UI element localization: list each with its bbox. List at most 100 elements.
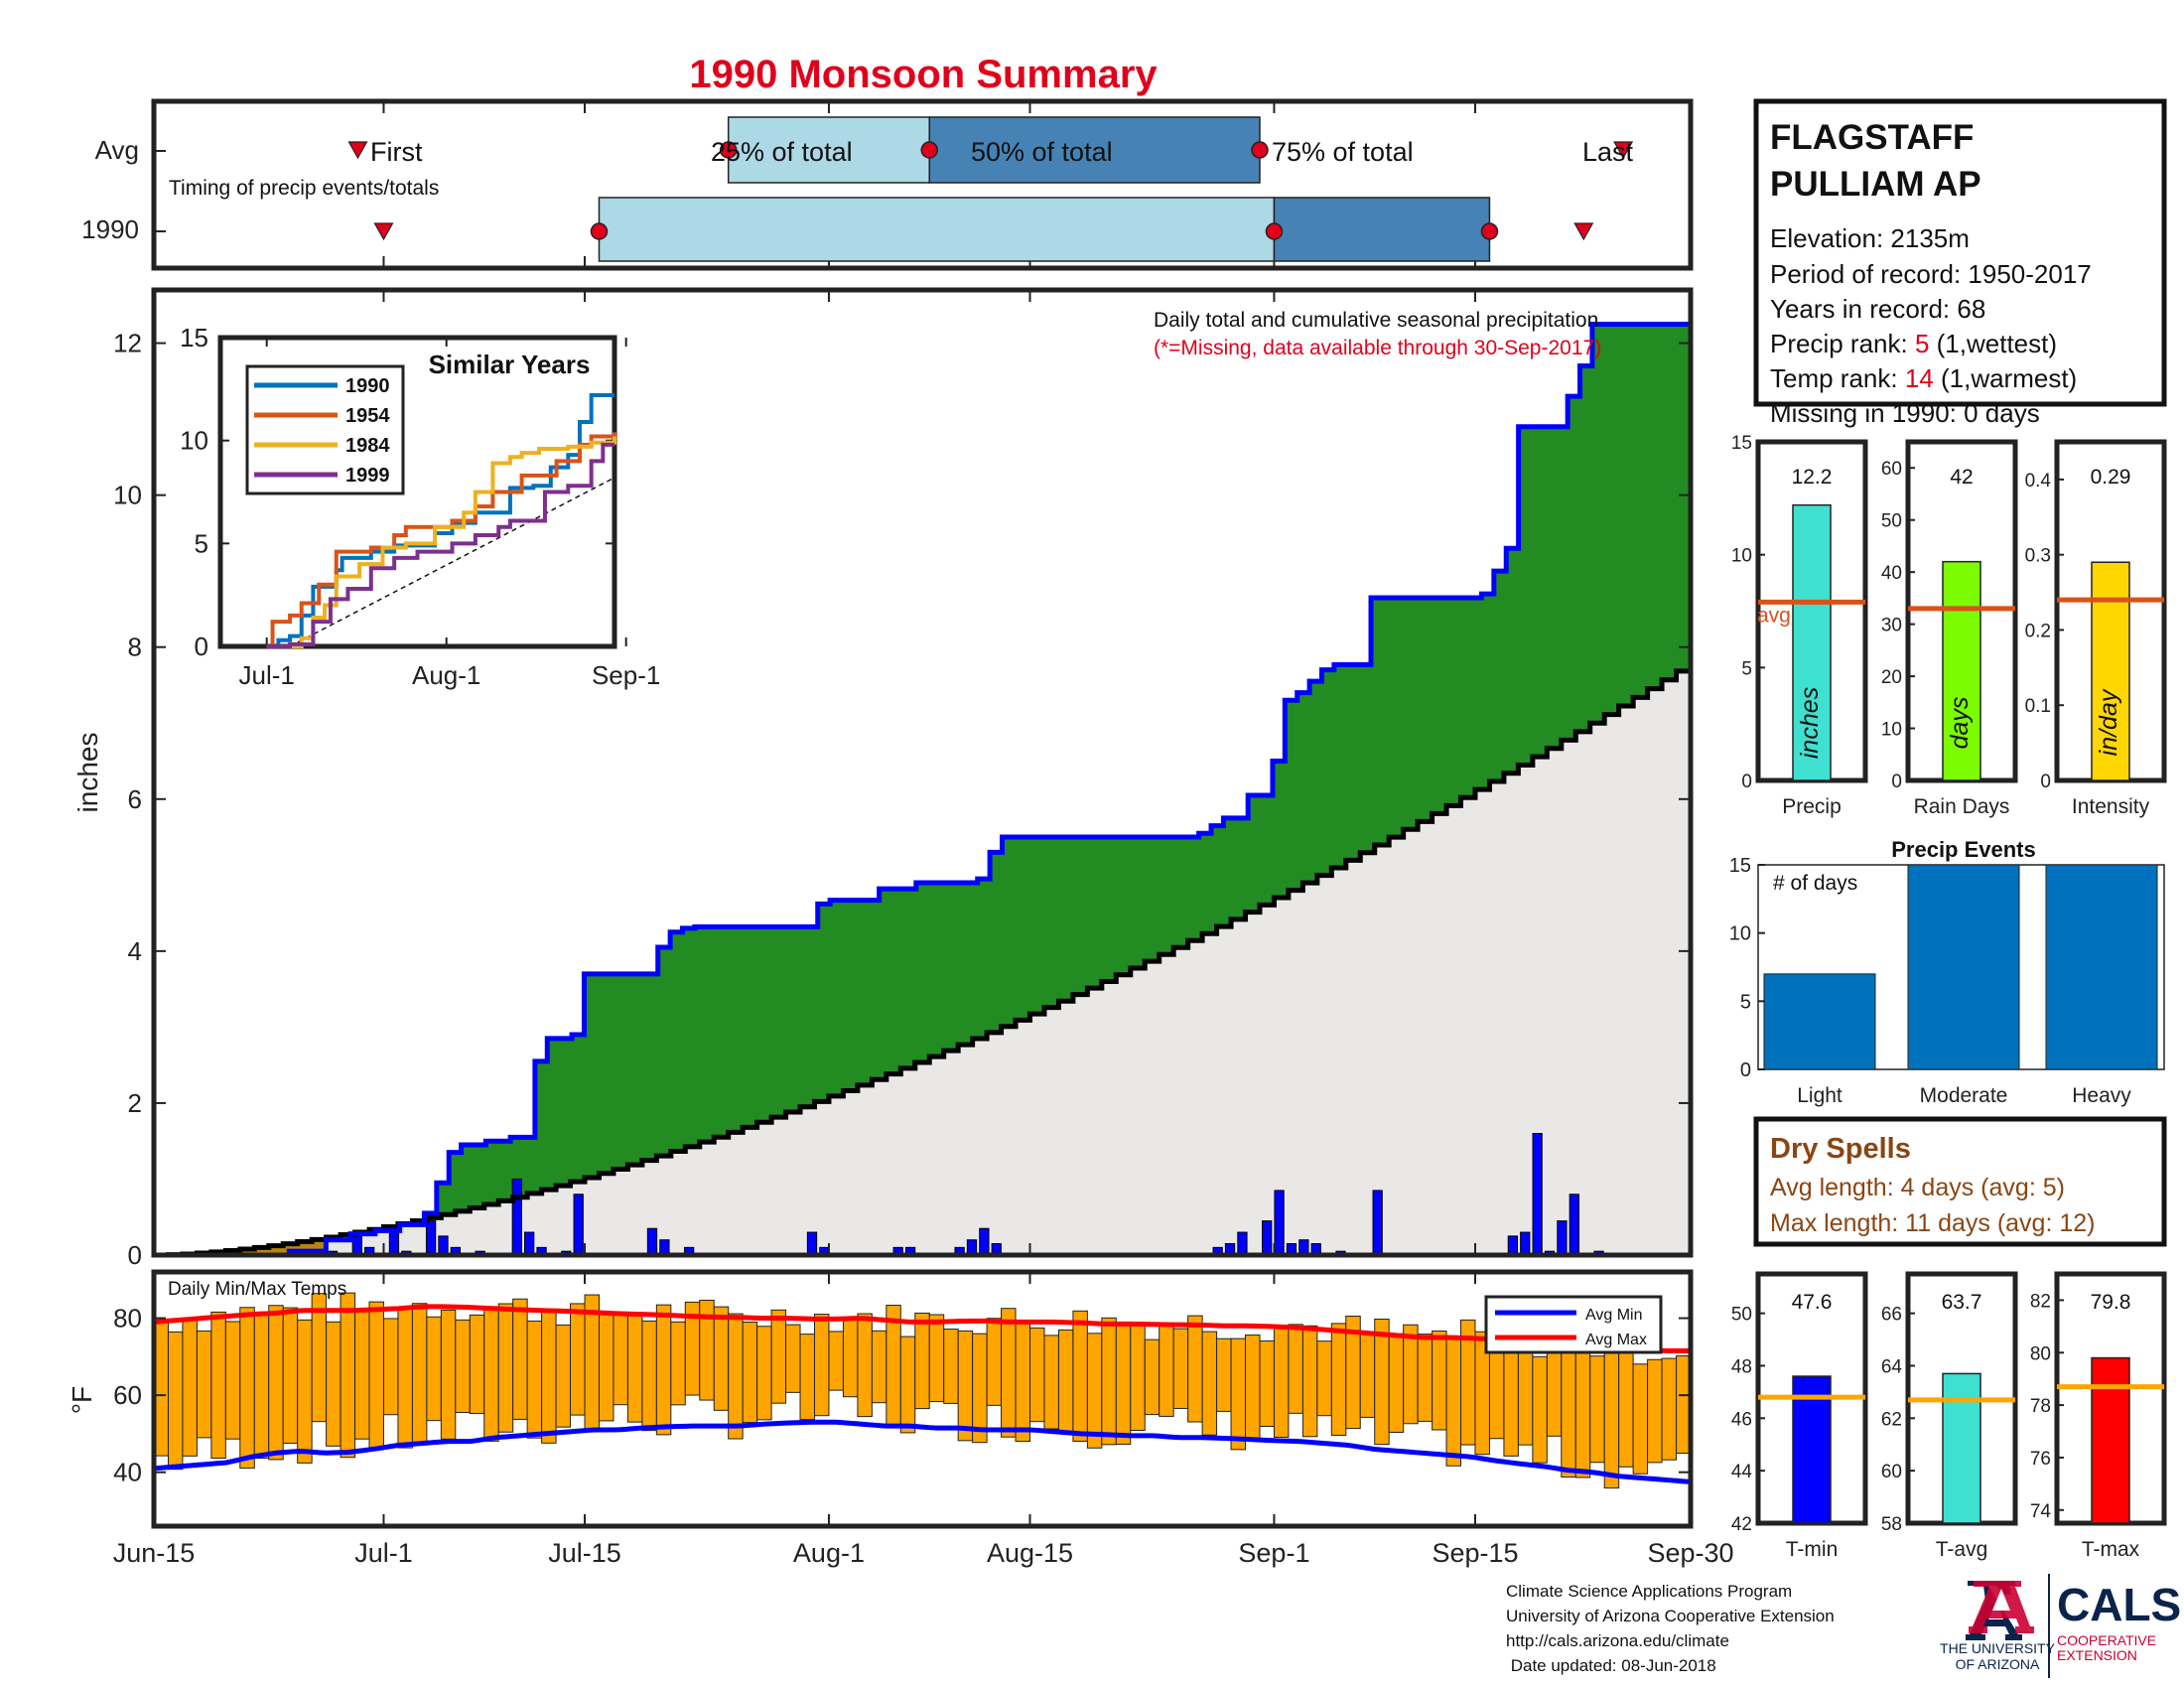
daily-temp-bar [1115,1325,1132,1445]
daily-temp-bar [239,1307,255,1470]
temp-summary-ytick-label: 50 [1731,1305,1752,1326]
daily-temp-bar [1359,1332,1376,1418]
temp-summary-xlabel: T-avg [1936,1538,1988,1561]
daily-temp-bar [282,1307,299,1444]
daily-precip-bar [806,1231,818,1256]
summary-xlabel: Precip [1782,795,1842,818]
daily-precip-bar [646,1227,658,1256]
daily-temp-bar [1216,1337,1232,1412]
daily-precip-bar [524,1231,535,1256]
x-axis-tick-labels: Jun-15 Jul-1 Jul-15 Aug-1 Aug-15 Sep-1 Sep-15 S… [113,290,1734,1568]
inset-legend-label: 1999 [345,465,390,487]
events-bar [1907,864,2020,1070]
station-temp-rank: Temp rank: 14 (1,warmest) [1770,363,2077,393]
cals-logo-text: CALS [2057,1579,2181,1630]
daily-temp-bar [382,1318,399,1416]
avg-first-marker [347,141,368,160]
year-box-late [1273,197,1491,262]
station-name-line1: FLAGSTAFF [1770,118,1974,157]
main-ytick-label: 2 [128,1088,142,1118]
inset-ytick-label: 15 [180,323,208,352]
timing-markers [347,141,1634,241]
daily-precip-bar [1507,1235,1519,1256]
main-panel-frame [151,287,1694,1258]
timing-avg-label: Avg [95,135,139,165]
footer-line1: Climate Science Applications Program [1506,1582,1792,1601]
summary-value-label: 0.29 [2091,466,2131,489]
temp-summary-ytick-label: 62 [1881,1409,1902,1430]
avg-last-marker [1613,141,1634,160]
temp-summary-xlabel: T-min [1786,1538,1839,1561]
temp-summary-ytick-label: 58 [1881,1514,1902,1535]
daily-temp-bar [828,1331,844,1391]
daily-temp-bar [770,1309,787,1404]
daily-temp-bar [1015,1320,1031,1443]
daily-temp-bar [928,1314,945,1403]
footer-line4: Date updated: 08-Jun-2018 [1506,1656,1716,1675]
temp-summary-bar-T-min [1792,1375,1832,1524]
temp-summary-ytick-label: 82 [2030,1291,2051,1312]
daily-temp-bars [153,1292,1692,1489]
daily-precip-bar [388,1231,400,1256]
station-missing: Missing in 1990: 0 days [1770,398,2040,428]
daily-temp-bar [1403,1324,1419,1425]
year-q90-marker [1480,222,1499,240]
summary-ytick-label: 0.1 [2025,696,2051,717]
temp-summary-panels: 47.6 T-min 42 44 46 48 50 63.7 T-avg 58 60 62 64 66 79… [1731,1271,2167,1561]
daily-temp-bar [655,1304,672,1436]
avg-min-line [153,1419,1692,1484]
events-ytick-label: 15 [1729,855,1751,877]
daily-temp-bar [1288,1324,1303,1414]
daily-temp-bar [598,1313,614,1422]
daily-temp-bar [1316,1340,1332,1417]
station-precip-rank: Precip rank: 5 (1,wettest) [1770,329,2057,358]
precip-events-panel: Precip Events Light Moderate Heavy 0 5 10 15 #… [1729,837,2165,1107]
daily-temp-bar [957,1330,974,1442]
daily-temp-bar [1417,1334,1433,1422]
footer-line3: http://cals.arizona.edu/climate [1506,1631,1729,1650]
daily-temp-bar [1259,1339,1275,1427]
year-q75-marker [1265,222,1284,240]
daily-temp-bar [297,1319,313,1464]
daily-precip-bar [1557,1220,1568,1256]
daily-temp-bar [742,1322,758,1424]
daily-temp-bar [1388,1333,1405,1433]
inset-xtick-label: Sep-1 [592,660,660,690]
daily-temp-bar [268,1305,284,1461]
summary-ytick-label: 20 [1881,667,1902,688]
temp-summary-value: 47.6 [1792,1291,1833,1314]
avg-box-50-75 [928,116,1261,184]
station-info-box: FLAGSTAFF PULLIAM AP Elevation: 2135m Pe… [1753,98,2167,407]
dry-spells-title: Dry Spells [1770,1133,1911,1165]
summary-ytick-label: 60 [1881,459,1902,480]
temps-ytick-label: 80 [113,1304,142,1334]
daily-temp-bar [1043,1335,1059,1430]
station-years: Years in record: 68 [1770,294,1985,324]
summary-ytick-label: 0.2 [2025,621,2051,641]
avg-max-line [153,1304,1691,1354]
timing-panel: Avg 1990 Timing of precip events/totals … [81,98,1694,271]
timing-last-label: Last [1582,137,1634,167]
summary-ytick-label: 15 [1731,433,1752,454]
daily-temp-bar [440,1309,457,1440]
precip-events-ylabel: # of days [1773,872,1857,895]
main-panel-note: Daily total and cumulative seasonal prec… [1154,309,1598,332]
summary-ytick-label: 40 [1881,563,1902,584]
daily-temp-bar [167,1331,184,1471]
daily-temp-bar [756,1326,772,1421]
inset-series-lines [266,393,616,648]
cals-logo-sub2: EXTENSION [2057,1647,2137,1663]
temp-summary-value: 63.7 [1942,1291,1982,1314]
main-panel-missing-note: (*=Missing, data available through 30-Se… [1154,337,1601,359]
daily-temp-bar [713,1306,730,1411]
station-elevation: Elevation: 2135m [1770,223,1970,253]
daily-precip-bar [1520,1231,1531,1256]
temp-summary-bar-T-max [2091,1356,2130,1524]
inset-legend-items: 1990 1954 1984 1999 [254,375,390,487]
legend-avg-min-label: Avg Min [1585,1307,1643,1324]
daily-temp-bar [182,1319,198,1457]
timing-first-label: First [370,137,423,167]
daily-temp-bar [1532,1355,1548,1464]
temps-panel: 40 60 80 Daily Min/Max Temps °F Avg Min Av… [67,1269,1694,1529]
daily-temp-bar [1647,1358,1663,1464]
